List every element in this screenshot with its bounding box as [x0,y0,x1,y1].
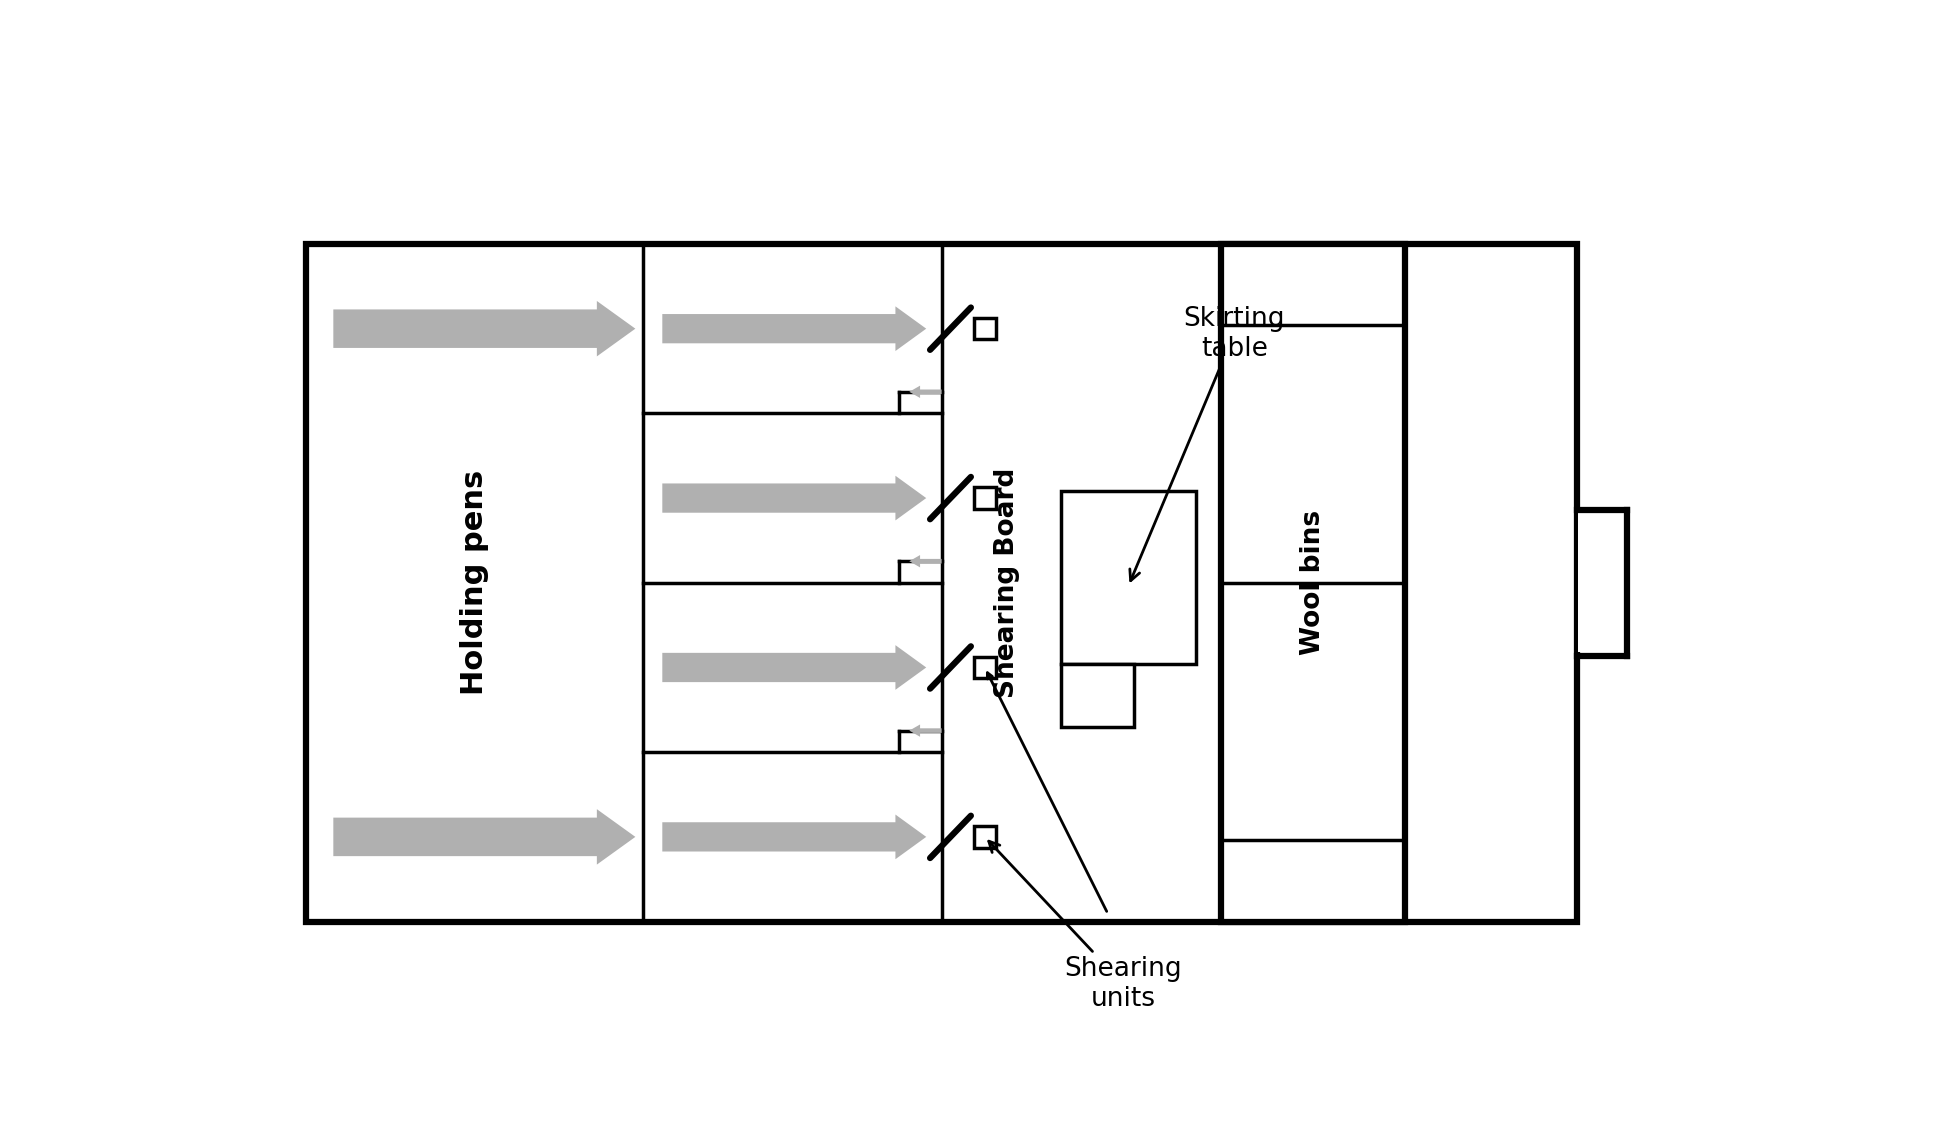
FancyArrow shape [663,306,926,351]
Text: Holding pens: Holding pens [460,470,489,696]
Text: Wool bins: Wool bins [1301,511,1326,655]
Text: Shearing
units: Shearing units [989,842,1182,1012]
Bar [1061,664,1135,727]
Bar [306,243,1578,921]
Bar [973,487,996,509]
Bar [1578,514,1626,652]
Text: Shearing Board: Shearing Board [994,468,1020,698]
FancyArrow shape [333,301,636,357]
Text: Skirting
table: Skirting table [1129,305,1285,581]
Bar [1061,490,1195,664]
FancyArrow shape [663,645,926,690]
FancyArrow shape [909,555,942,568]
Bar [973,318,996,340]
Bar [973,656,996,679]
Bar [1221,243,1406,921]
FancyArrow shape [333,809,636,865]
FancyArrow shape [909,725,942,737]
FancyArrow shape [909,386,942,398]
FancyArrow shape [663,815,926,859]
FancyArrow shape [663,476,926,521]
Bar [973,826,996,847]
